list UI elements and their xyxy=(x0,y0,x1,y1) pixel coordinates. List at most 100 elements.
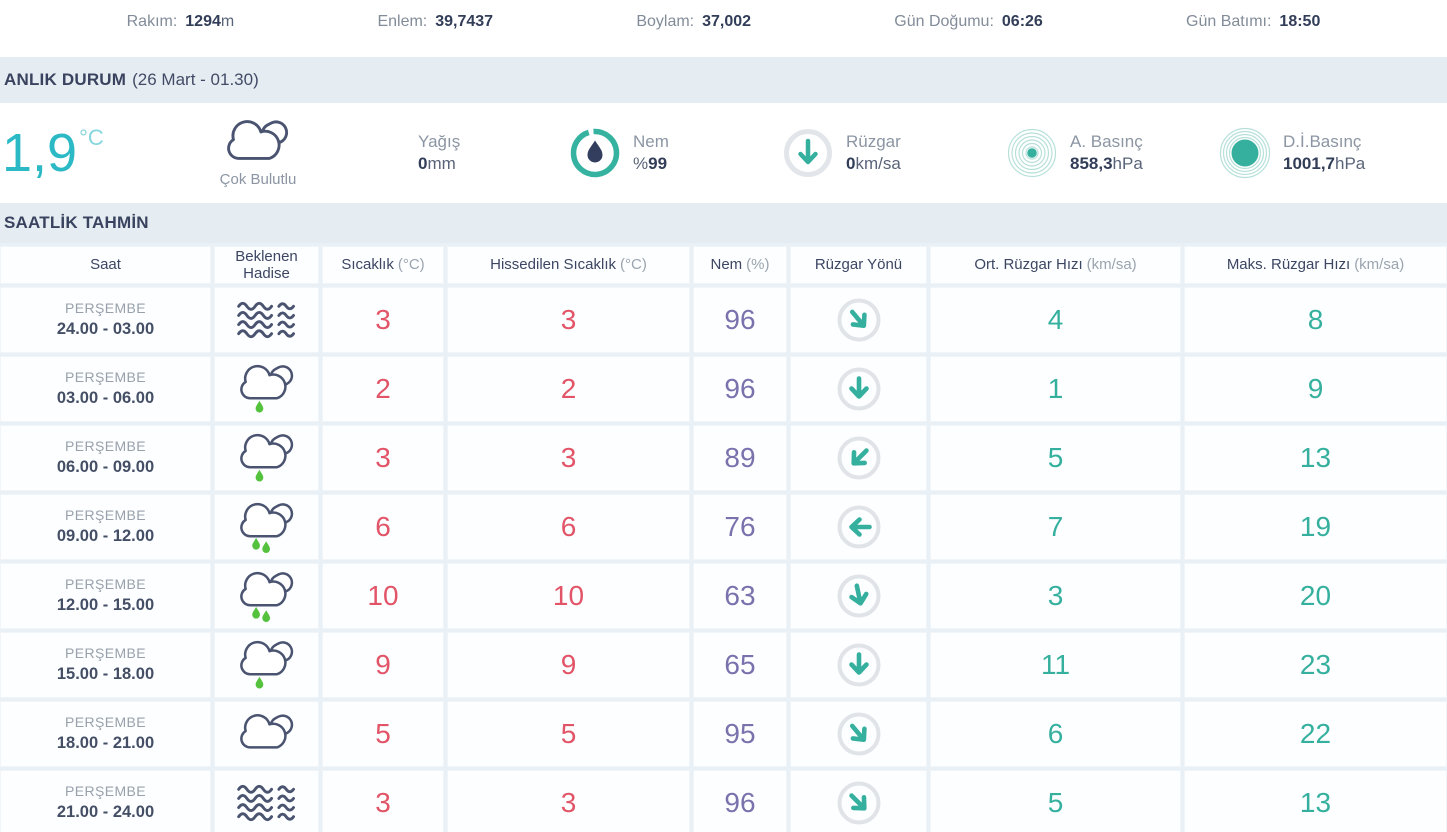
current-temperature-value: 1,9 xyxy=(2,123,78,183)
humidity-icon xyxy=(570,128,620,178)
column-header-feels-like: Hissedilen Sıcaklık (°C) xyxy=(447,246,690,284)
forecast-temperature-cell: 3 xyxy=(322,425,444,491)
sunrise-value: 06:26 xyxy=(1001,13,1043,30)
forecast-feels-like-cell: 3 xyxy=(447,770,690,832)
wind-direction-arrow-icon xyxy=(837,436,880,480)
forecast-feels-like-cell: 6 xyxy=(447,494,690,560)
current-conditions-header: ANLIK DURUM (26 Mart - 01.30) xyxy=(0,57,1447,103)
forecast-humidity-cell: 89 xyxy=(693,425,787,491)
forecast-feels-like-cell: 3 xyxy=(447,425,690,491)
forecast-wind-direction-cell xyxy=(790,356,927,422)
hourly-forecast-header: SAATLİK TAHMİN xyxy=(0,203,1447,243)
forecast-humidity-cell: 95 xyxy=(693,701,787,767)
forecast-humidity-cell: 76 xyxy=(693,494,787,560)
actual-pressure-unit: hPa xyxy=(1112,154,1143,173)
sunset-stat: Gün Batımı: 18:50 xyxy=(1186,13,1320,31)
forecast-time-cell: PERŞEMBE 03.00 - 06.00 xyxy=(0,356,211,422)
forecast-condition-cell xyxy=(214,494,319,560)
current-conditions-title: ANLIK DURUM xyxy=(4,70,127,89)
column-header-max-wind: Maks. Rüzgar Hızı (km/sa) xyxy=(1184,246,1447,284)
forecast-humidity-cell: 96 xyxy=(693,287,787,353)
forecast-wind-direction-cell xyxy=(790,701,927,767)
longitude-value: 37,002 xyxy=(702,13,752,30)
precipitation-value: 0 xyxy=(418,154,428,173)
forecast-humidity-cell: 96 xyxy=(693,770,787,832)
forecast-time-range: 24.00 - 03.00 xyxy=(56,320,155,339)
wind-direction-arrow-icon xyxy=(837,781,880,825)
forecast-max-wind-cell: 20 xyxy=(1184,563,1447,629)
forecast-avg-wind-cell: 3 xyxy=(930,563,1181,629)
forecast-time-range: 18.00 - 21.00 xyxy=(56,734,155,753)
forecast-day: PERŞEMBE xyxy=(65,783,146,800)
forecast-avg-wind-cell: 1 xyxy=(930,356,1181,422)
forecast-temperature-cell: 6 xyxy=(322,494,444,560)
forecast-humidity-cell: 96 xyxy=(693,356,787,422)
current-conditions-timestamp: (26 Mart - 01.30) xyxy=(132,70,259,89)
actual-pressure-value: 858,3 xyxy=(1070,154,1113,173)
forecast-time-range: 03.00 - 06.00 xyxy=(56,389,155,408)
weather-icon-slot xyxy=(236,639,298,691)
weather-icon-slot xyxy=(236,570,298,622)
sea-level-pressure-unit: hPa xyxy=(1335,154,1366,173)
forecast-max-wind-cell: 19 xyxy=(1184,494,1447,560)
forecast-time-cell: PERŞEMBE 12.00 - 15.00 xyxy=(0,563,211,629)
altitude-value: 1294 xyxy=(185,13,221,30)
forecast-feels-like-cell: 2 xyxy=(447,356,690,422)
rain-icon xyxy=(239,502,293,553)
column-header-wind-direction: Rüzgar Yönü xyxy=(790,246,927,284)
current-temperature: 1,9°C xyxy=(2,126,104,180)
forecast-temperature-cell: 3 xyxy=(322,287,444,353)
forecast-day: PERŞEMBE xyxy=(65,300,146,317)
weather-icon-slot xyxy=(236,363,298,415)
forecast-day: PERŞEMBE xyxy=(65,645,146,662)
precipitation-stat: Yağış 0mm xyxy=(418,131,460,175)
fog-icon xyxy=(236,301,295,339)
column-header-avg-wind: Ort. Rüzgar Hızı (km/sa) xyxy=(930,246,1181,284)
wind-direction-arrow-icon xyxy=(837,505,880,549)
altitude-unit: m xyxy=(220,13,235,30)
forecast-time-cell: PERŞEMBE 15.00 - 18.00 xyxy=(0,632,211,698)
forecast-temperature-cell: 9 xyxy=(322,632,444,698)
forecast-condition-cell xyxy=(214,701,319,767)
forecast-avg-wind-cell: 5 xyxy=(930,425,1181,491)
humidity-prefix: % xyxy=(633,154,649,173)
rain-icon xyxy=(239,571,293,622)
current-condition-label: Çok Bulutlu xyxy=(219,171,297,188)
wind-direction-arrow-icon xyxy=(837,574,880,618)
light-rain-icon xyxy=(239,364,293,413)
forecast-avg-wind-cell: 5 xyxy=(930,770,1181,832)
forecast-time-range: 21.00 - 24.00 xyxy=(56,803,155,822)
humidity-stat: Nem %99 xyxy=(568,126,669,180)
forecast-max-wind-cell: 13 xyxy=(1184,770,1447,832)
current-condition-icon-slot xyxy=(222,118,294,168)
light-rain-icon xyxy=(239,433,293,482)
forecast-feels-like-cell: 3 xyxy=(447,287,690,353)
actual-pressure-label: A. Basınç xyxy=(1070,131,1143,151)
weather-icon-slot xyxy=(235,781,299,825)
forecast-wind-direction-cell xyxy=(790,425,927,491)
forecast-feels-like-cell: 9 xyxy=(447,632,690,698)
precipitation-label: Yağış xyxy=(418,131,461,151)
forecast-temperature-cell: 5 xyxy=(322,701,444,767)
forecast-day: PERŞEMBE xyxy=(65,507,146,524)
column-header-time: Saat xyxy=(0,246,211,284)
forecast-time-range: 15.00 - 18.00 xyxy=(56,665,155,684)
forecast-day: PERŞEMBE xyxy=(65,576,146,593)
forecast-avg-wind-cell: 11 xyxy=(930,632,1181,698)
forecast-time-cell: PERŞEMBE 18.00 - 21.00 xyxy=(0,701,211,767)
sea-level-pressure-icon xyxy=(1219,127,1271,179)
forecast-day: PERŞEMBE xyxy=(65,369,146,386)
forecast-wind-direction-cell xyxy=(790,770,927,832)
forecast-max-wind-cell: 8 xyxy=(1184,287,1447,353)
forecast-day: PERŞEMBE xyxy=(65,438,146,455)
weather-icon-slot xyxy=(236,432,298,484)
wind-icon xyxy=(784,129,832,177)
humidity-value: 99 xyxy=(648,154,668,173)
forecast-wind-direction-cell xyxy=(790,494,927,560)
wind-value: 0 xyxy=(846,154,856,173)
forecast-time-range: 06.00 - 09.00 xyxy=(56,458,155,477)
current-condition: Çok Bulutlu xyxy=(193,118,323,188)
altitude-label: Rakım: xyxy=(126,13,178,30)
forecast-temperature-cell: 10 xyxy=(322,563,444,629)
forecast-humidity-cell: 63 xyxy=(693,563,787,629)
